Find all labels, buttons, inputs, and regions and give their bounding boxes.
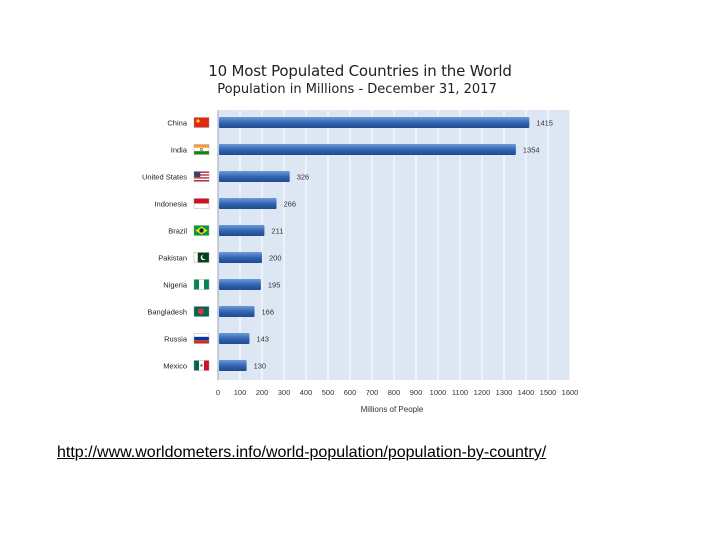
china-flag-icon [193,117,210,128]
bar-indonesia [219,198,277,209]
x-tick-label: 400 [300,388,313,397]
data-label: 211 [271,227,283,236]
pakistan-flag-icon [193,252,210,263]
x-tick-label: 1200 [474,388,491,397]
category-label: India [171,146,188,155]
data-label: 166 [262,308,275,317]
bar-bangladesh [219,306,255,317]
x-axis-label: Millions of People [361,405,424,414]
x-tick-label: 800 [388,388,401,397]
category-label: Pakistan [158,254,187,263]
x-tick-label: 700 [366,388,379,397]
category-label: Russia [164,335,188,344]
bar-chart: 0 100 200 300 400 500 600 700 800 900 1000 1100 1200… [142,110,579,414]
chart-title: 10 Most Populated Countries in the World [208,62,512,80]
x-tick-label: 500 [322,388,335,397]
x-tick-label: 1000 [430,388,447,397]
x-tick-label: 1300 [496,388,513,397]
bar-brazil [219,225,265,236]
bar-india [219,144,516,155]
mexico-flag-icon [193,360,210,371]
x-tick-label: 0 [216,388,220,397]
data-label: 200 [269,254,282,263]
x-tick-label: 900 [410,388,423,397]
data-label: 130 [254,362,267,371]
bar-pakistan [219,252,262,263]
brazil-flag-icon [193,225,210,236]
category-label: Nigeria [163,281,188,290]
x-tick-label: 100 [234,388,247,397]
data-label: 1354 [523,146,540,155]
bar-mexico [219,360,247,371]
data-label: 326 [297,173,310,182]
x-tick-label: 1400 [518,388,535,397]
russia-flag-icon [193,333,210,344]
nigeria-flag-icon [193,279,210,290]
category-label: China [167,119,187,128]
data-label: 143 [256,335,269,344]
data-label: 1415 [536,119,553,128]
x-tick-label: 200 [256,388,269,397]
x-tick-label: 1600 [562,388,579,397]
category-label: Indonesia [154,200,187,209]
x-tick-label: 1500 [540,388,557,397]
united-states-flag-icon [193,171,210,182]
bangladesh-flag-icon [193,306,210,317]
data-label: 195 [268,281,281,290]
x-tick-label: 600 [344,388,357,397]
india-flag-icon [193,144,210,155]
data-label: 266 [284,200,297,209]
indonesia-flag-icon [193,198,210,209]
bar-nigeria [219,279,261,290]
category-label: United States [142,173,187,182]
bar-united-states [219,171,290,182]
category-label: Bangladesh [147,308,187,317]
category-label: Mexico [163,362,187,371]
chart-subtitle: Population in Millions - December 31, 20… [217,82,497,97]
category-label: Brazil [168,227,187,236]
source-link[interactable]: http://www.worldometers.info/world-popul… [57,444,547,461]
x-tick-label: 300 [278,388,291,397]
bar-china [219,117,530,128]
bar-russia [219,333,250,344]
x-tick-label: 1100 [452,388,468,397]
